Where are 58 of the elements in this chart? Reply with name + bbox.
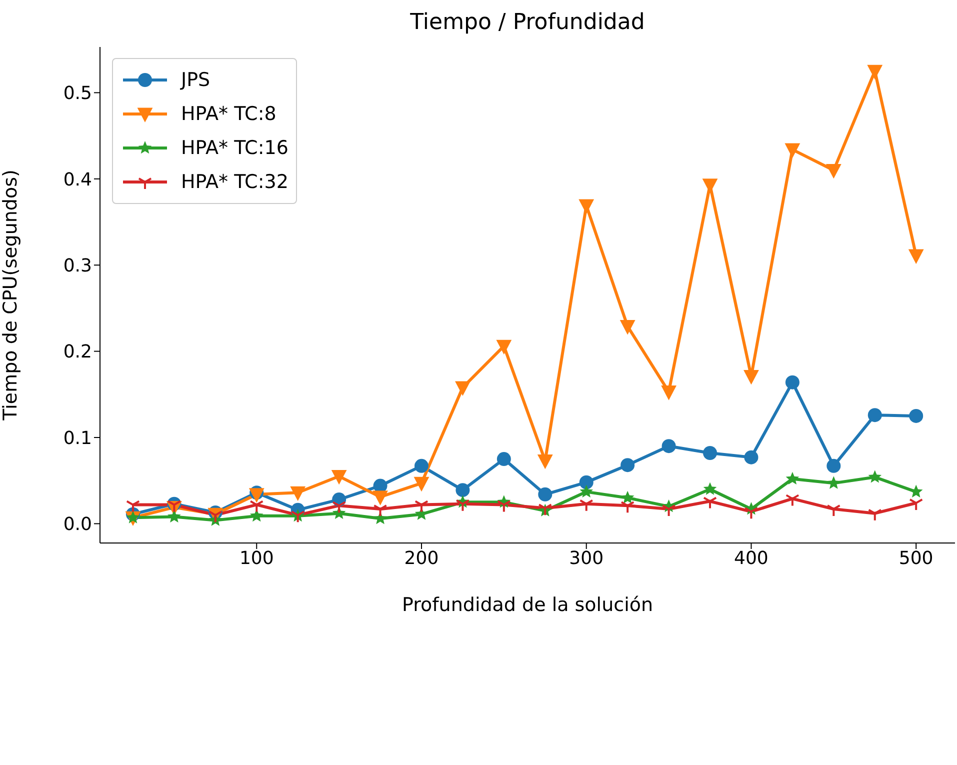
point [580, 484, 594, 498]
point [826, 458, 841, 473]
point [496, 340, 512, 355]
point [867, 64, 883, 80]
point [250, 508, 264, 522]
point [744, 370, 759, 385]
chart-title: Tiempo / Profundidad [409, 10, 646, 35]
point [331, 470, 347, 485]
x-tick-label: 100 [239, 548, 274, 569]
point [703, 482, 717, 495]
point [455, 381, 470, 396]
point [168, 510, 181, 522]
point [868, 408, 882, 422]
point [784, 143, 800, 158]
x-tick-label: 500 [898, 548, 934, 569]
point [702, 178, 718, 194]
y-tick-label: 0.5 [63, 83, 92, 104]
x-tick-label: 400 [734, 548, 768, 569]
x-axis-title: Profundidad de la solución [402, 594, 654, 616]
point [496, 452, 511, 466]
y-tick-label: 0.3 [63, 255, 92, 276]
point [290, 486, 306, 502]
point [661, 386, 676, 400]
point [909, 408, 924, 423]
legend-label: JPS [181, 69, 210, 91]
point [620, 458, 635, 472]
point [414, 458, 428, 473]
point [744, 450, 758, 464]
point [785, 375, 800, 390]
point [620, 490, 634, 504]
point [456, 483, 470, 498]
x-tick-label: 300 [569, 548, 604, 569]
point [786, 472, 800, 485]
legend-label: HPA* TC:32 [181, 171, 288, 193]
point [372, 490, 388, 506]
point [827, 476, 840, 489]
y-axis-title: Tiempo de CPU(segundos) [0, 170, 22, 422]
point [538, 487, 552, 502]
legend-label: HPA* TC:16 [181, 137, 288, 159]
point [826, 164, 842, 179]
point [620, 320, 636, 335]
point [868, 470, 882, 483]
y-tick-label: 0.1 [63, 428, 92, 449]
point [537, 454, 553, 470]
y-tick-label: 0.4 [63, 169, 92, 190]
point [703, 446, 718, 460]
point [662, 439, 676, 454]
point [578, 199, 594, 214]
y-tick-label: 0.2 [63, 342, 92, 363]
point [126, 510, 140, 524]
point [374, 512, 387, 524]
point [579, 475, 594, 490]
legend-label: HPA* TC:8 [181, 103, 276, 125]
y-tick-label: 0.0 [63, 514, 92, 536]
point [414, 476, 430, 492]
point [908, 249, 924, 264]
x-tick-label: 200 [404, 548, 439, 569]
point [248, 488, 264, 503]
